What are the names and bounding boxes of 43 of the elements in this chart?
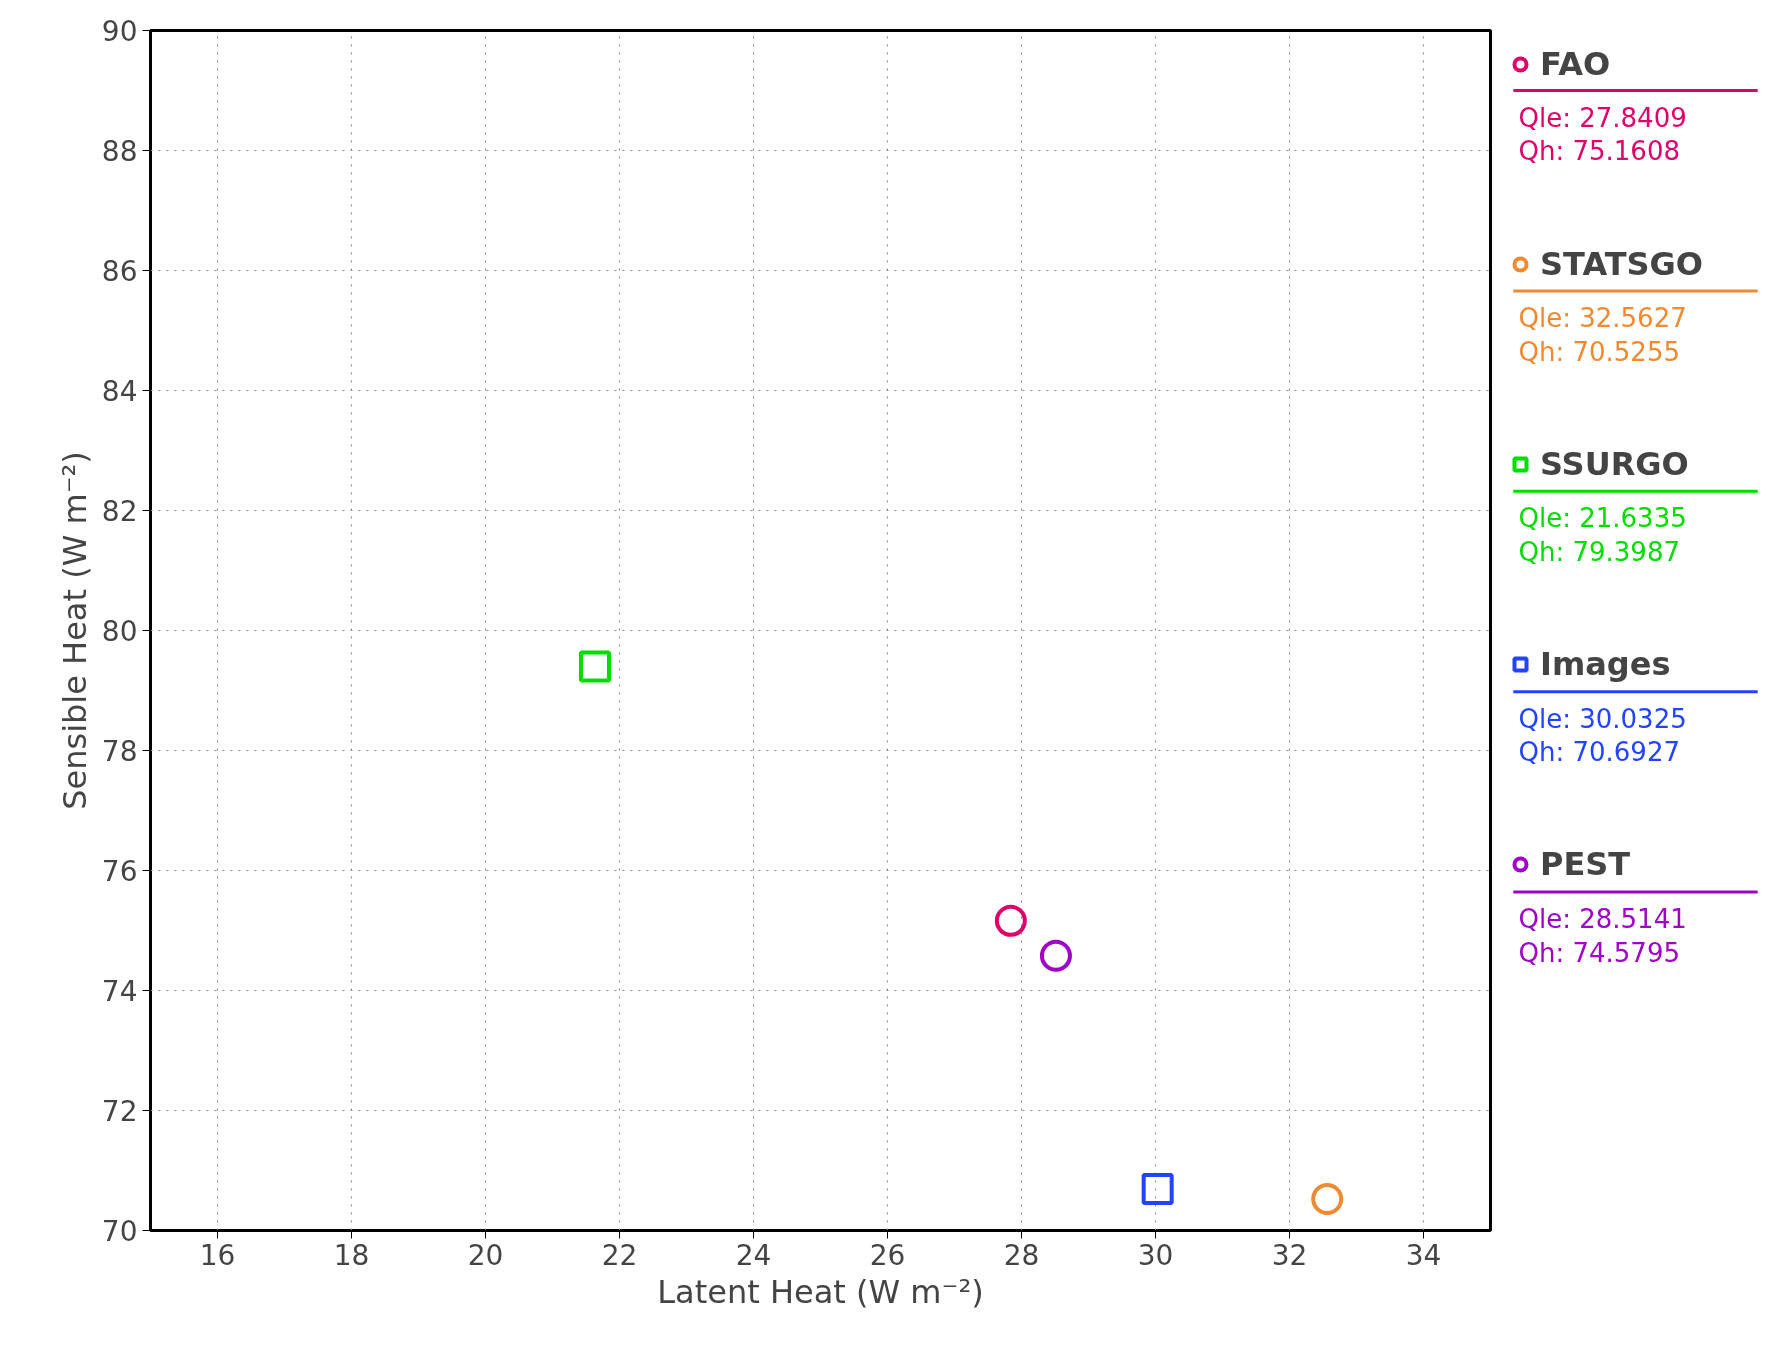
legend-label: PEST — [1540, 844, 1631, 884]
x-tick-label: 32 — [1271, 1238, 1308, 1272]
point — [1141, 1172, 1174, 1205]
legend-label: STATSGO — [1540, 244, 1704, 284]
point — [1311, 1183, 1344, 1215]
y-tick-label: 70 — [101, 1215, 138, 1248]
x-tick-label: 20 — [467, 1238, 504, 1272]
x-tick-label: 16 — [199, 1238, 236, 1272]
x-tick-label: 24 — [735, 1238, 772, 1272]
y-tick-label: 82 — [101, 495, 138, 528]
text: Qh: 74.5795 — [1518, 937, 1680, 968]
y-tick-label: 80 — [101, 615, 138, 648]
y-tick-label: 88 — [101, 135, 138, 168]
text: Qh: 70.6927 — [1518, 737, 1680, 768]
y-tick-label: 74 — [101, 975, 138, 1008]
x-tick-label: 34 — [1405, 1238, 1442, 1272]
x-tick-label: 26 — [869, 1238, 906, 1272]
point — [1039, 939, 1072, 972]
y-tick-label: 90 — [101, 15, 138, 48]
y-axis-title: Sensible Heat (W m⁻²) — [55, 451, 94, 810]
text: Qh: 75.1608 — [1518, 136, 1680, 167]
y-tick-label: 72 — [101, 1095, 138, 1128]
text: Qh: 70.5255 — [1518, 336, 1680, 367]
x-axis-title: Latent Heat (W m⁻²) — [657, 1272, 984, 1311]
text: Qle: 21.6335 — [1518, 503, 1687, 534]
x-tick-label: 30 — [1137, 1238, 1174, 1272]
legend-label: Images — [1540, 644, 1671, 684]
y-tick-label: 84 — [101, 375, 138, 408]
x-tick-label: 28 — [1003, 1238, 1040, 1272]
y-tick-label: 78 — [101, 735, 138, 768]
point — [994, 904, 1027, 937]
legend-label: FAO — [1540, 44, 1611, 84]
text: Qle: 30.0325 — [1518, 703, 1687, 734]
y-tick-label: 76 — [101, 855, 138, 888]
legend-label: SSURGO — [1540, 444, 1689, 484]
y-tick-label: 86 — [101, 255, 138, 288]
point — [578, 650, 611, 683]
text: Qh: 79.3987 — [1518, 536, 1680, 567]
text: Qle: 28.5141 — [1518, 904, 1687, 935]
text: Qle: 32.5627 — [1518, 302, 1687, 333]
x-tick-label: 18 — [333, 1238, 370, 1272]
text: Qle: 27.8409 — [1518, 102, 1687, 133]
x-tick-label: 22 — [601, 1238, 638, 1272]
